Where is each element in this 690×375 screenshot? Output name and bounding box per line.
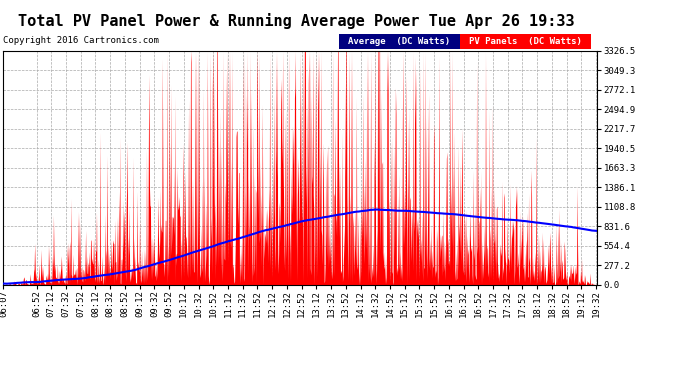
Text: Copyright 2016 Cartronics.com: Copyright 2016 Cartronics.com <box>3 36 159 45</box>
Text: Total PV Panel Power & Running Average Power Tue Apr 26 19:33: Total PV Panel Power & Running Average P… <box>19 13 575 29</box>
FancyBboxPatch shape <box>460 34 591 50</box>
FancyBboxPatch shape <box>339 34 460 50</box>
Text: Average  (DC Watts): Average (DC Watts) <box>348 38 451 46</box>
Text: PV Panels  (DC Watts): PV Panels (DC Watts) <box>469 38 582 46</box>
